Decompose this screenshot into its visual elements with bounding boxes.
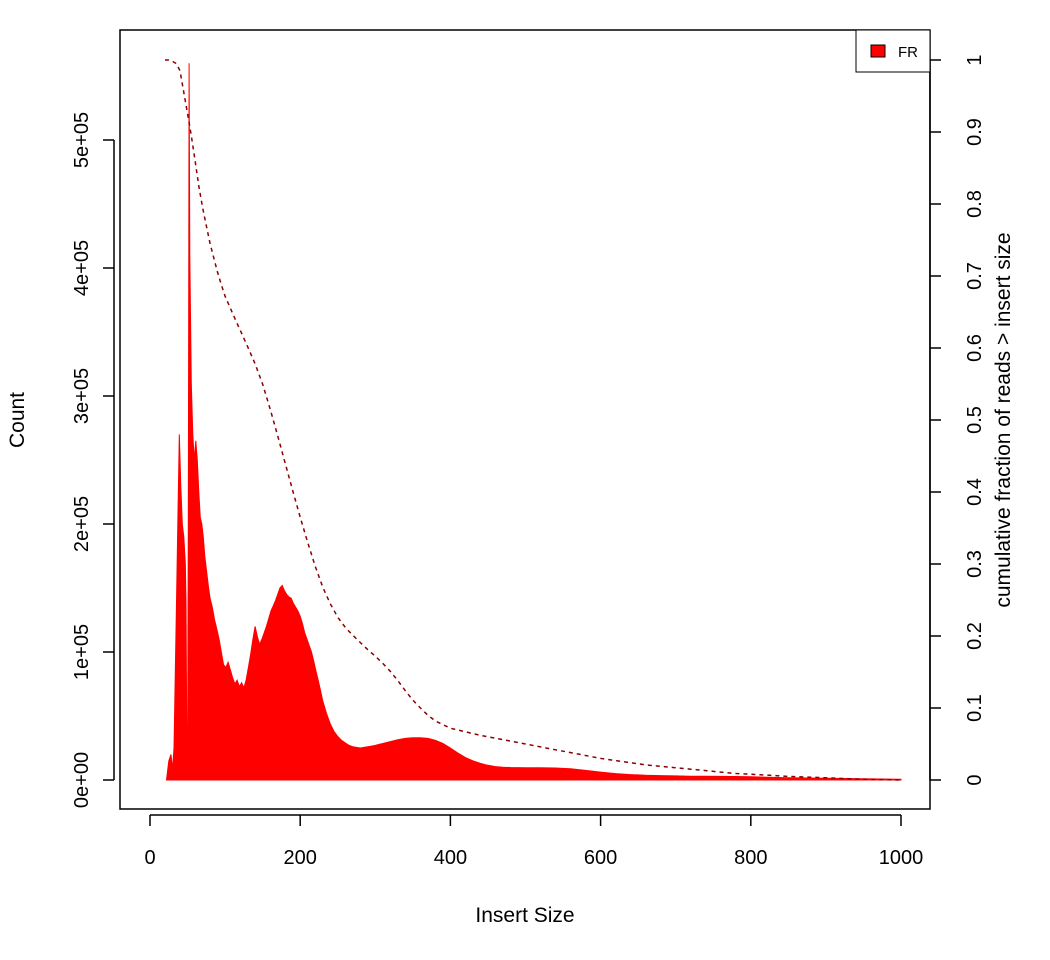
y-tick-label: 2e+05 bbox=[71, 496, 93, 552]
y2-tick-label: 0 bbox=[964, 774, 986, 785]
x-tick-label: 0 bbox=[144, 847, 155, 869]
y2-tick-label: 0.3 bbox=[964, 550, 986, 578]
y2-tick-label: 0.5 bbox=[964, 406, 986, 434]
legend: FR bbox=[855, 29, 931, 73]
chart-marks bbox=[165, 59, 902, 781]
y2-tick-label: 1 bbox=[964, 54, 986, 65]
y2-tick-label: 0.7 bbox=[964, 262, 986, 290]
x-tick-label: 200 bbox=[284, 847, 317, 869]
y-axis-left: 0e+00 1e+05 2e+05 3e+05 4e+05 5e+05 bbox=[71, 112, 115, 808]
y-tick-label: 3e+05 bbox=[71, 368, 93, 424]
y-tick-label: 0e+00 bbox=[71, 752, 93, 808]
y2-tick-label: 0.4 bbox=[964, 478, 986, 506]
y2-tick-label: 0.8 bbox=[964, 190, 986, 218]
y2-axis-title: cumulative fraction of reads > insert si… bbox=[992, 232, 1015, 607]
legend-box bbox=[855, 29, 931, 73]
y-axis-right: 0 0.1 0.2 0.3 0.4 0.5 0.6 0.7 0.8 0.9 1 bbox=[929, 54, 986, 786]
series-line-cumulative bbox=[165, 59, 902, 781]
y2-tick-label: 0.9 bbox=[964, 118, 986, 146]
y2-tick-label: 0.2 bbox=[964, 622, 986, 650]
y2-tick-label: 0.1 bbox=[964, 694, 986, 722]
y-tick-label: 1e+05 bbox=[71, 624, 93, 680]
x-tick-label: 600 bbox=[584, 847, 617, 869]
x-axis: 0 200 400 600 800 1000 bbox=[144, 814, 924, 869]
series-area-fr bbox=[165, 63, 902, 781]
y2-tick-label: 0.6 bbox=[964, 334, 986, 362]
y-tick-label: 5e+05 bbox=[71, 112, 93, 168]
x-tick-label: 400 bbox=[434, 847, 467, 869]
legend-swatch-fr bbox=[870, 44, 886, 58]
y-axis-title: Count bbox=[6, 392, 29, 448]
x-axis-title: Insert Size bbox=[475, 904, 574, 927]
x-tick-label: 800 bbox=[734, 847, 767, 869]
y-tick-label: 4e+05 bbox=[71, 240, 93, 296]
x-tick-label: 1000 bbox=[879, 847, 924, 869]
legend-label-fr: FR bbox=[898, 44, 918, 61]
